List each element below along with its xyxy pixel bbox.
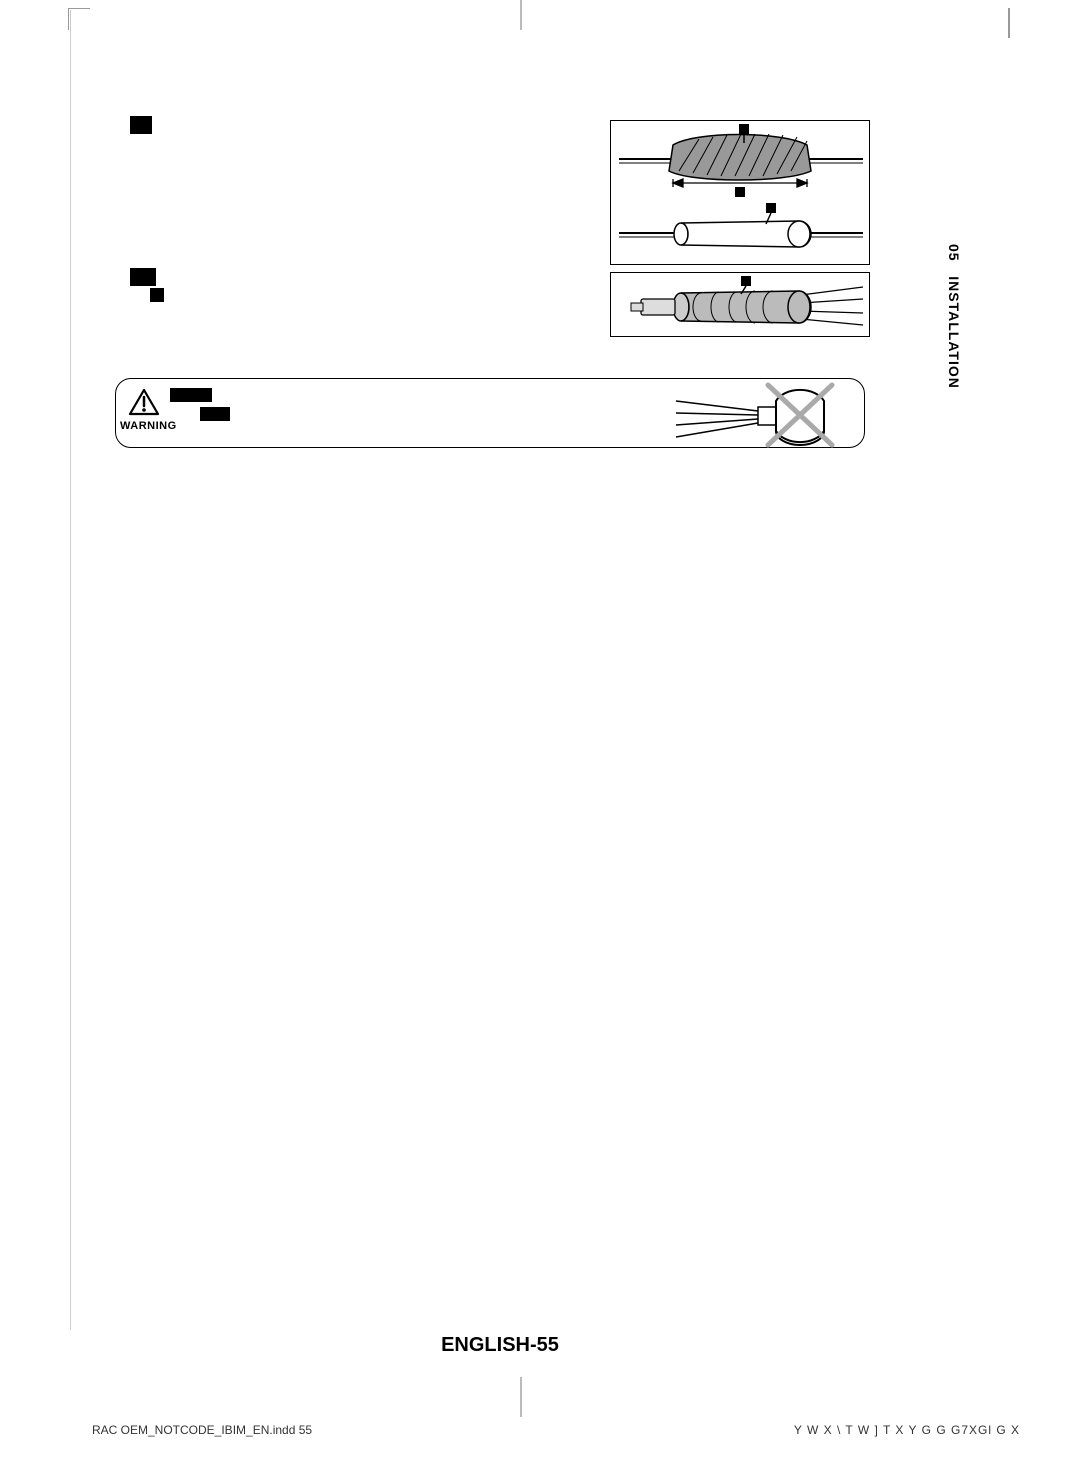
- footer-filename: RAC OEM_NOTCODE_IBIM_EN.indd 55: [92, 1423, 312, 1437]
- figure-wire-wrap: [610, 120, 870, 265]
- warning-text-block: [170, 388, 212, 402]
- section-title: INSTALLATION: [946, 276, 962, 389]
- warning-icon: [128, 388, 160, 416]
- section-number: 05: [946, 244, 962, 262]
- body-text-block: [130, 116, 152, 134]
- footer-timestamp: Y W X \ T W ] T X Y G G G7XGl G X: [794, 1423, 1020, 1437]
- page-number: ENGLISH-55: [0, 1334, 1000, 1357]
- body-text-block: [130, 268, 156, 286]
- crop-mark: [520, 1377, 522, 1417]
- warning-text-block: [200, 407, 230, 421]
- section-tab: 05 INSTALLATION: [946, 244, 962, 389]
- body-text-block: [150, 288, 164, 302]
- warning-label: WARNING: [120, 420, 177, 432]
- figure-connector-sleeve: [610, 272, 870, 337]
